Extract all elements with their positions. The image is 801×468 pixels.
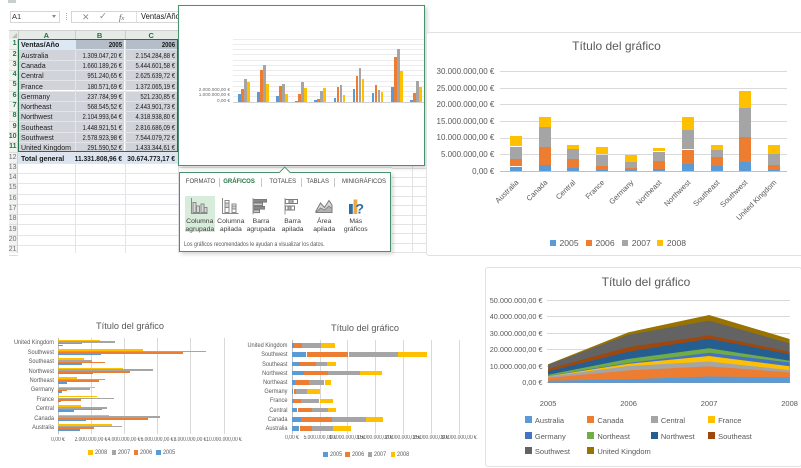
- svg-text:?: ?: [355, 201, 364, 217]
